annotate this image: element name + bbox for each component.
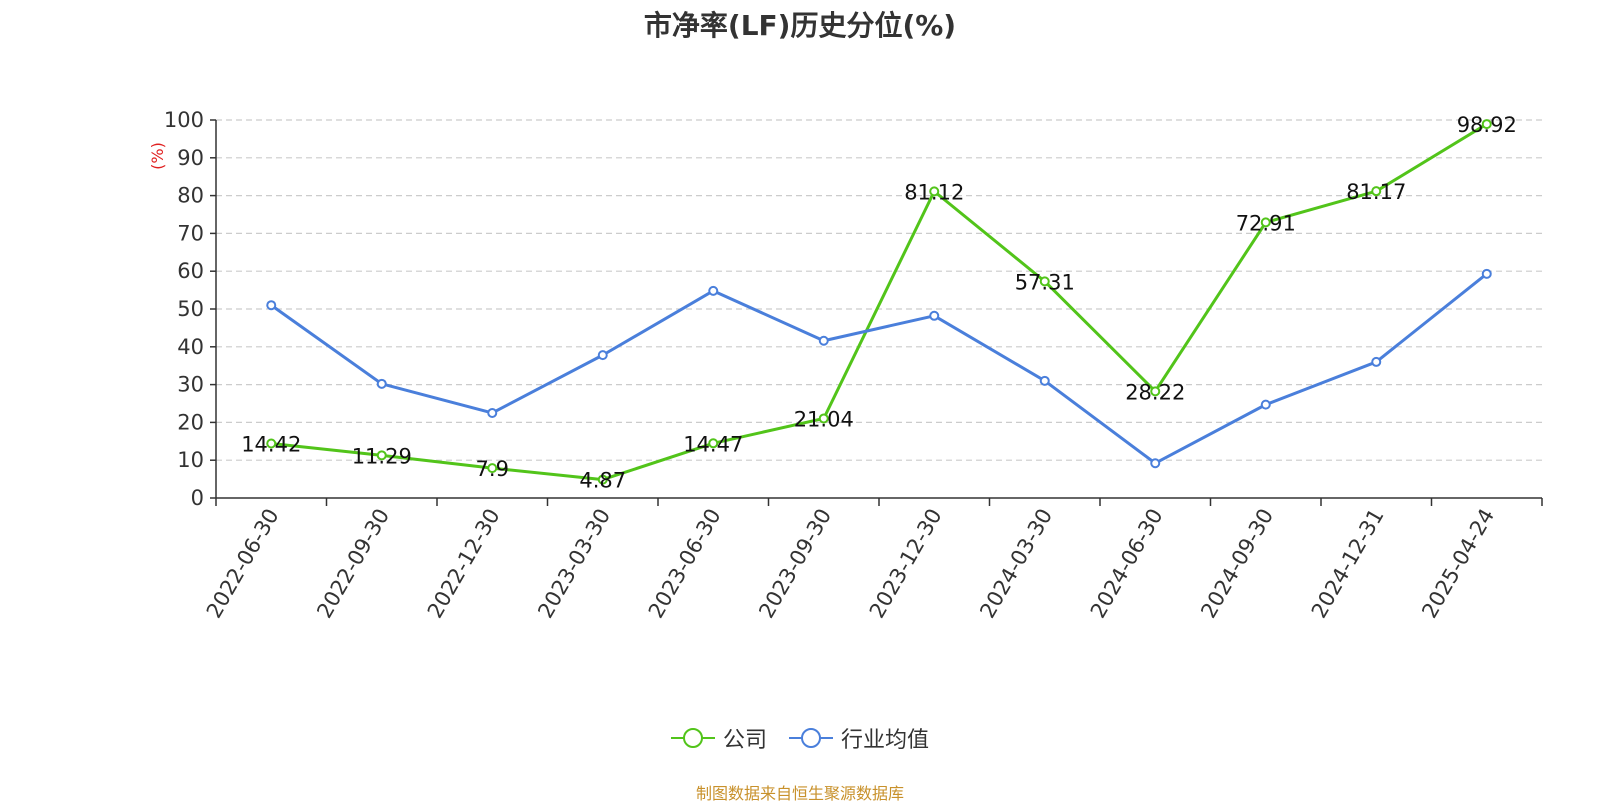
y-tick-label: 20 <box>177 410 204 434</box>
data-point <box>1260 217 1271 228</box>
y-axis-title: (%) <box>148 142 167 170</box>
data-point <box>1039 375 1050 386</box>
data-label: 81.12 <box>904 180 964 204</box>
data-point <box>929 310 940 321</box>
series-lines <box>266 119 1492 485</box>
y-tick-label: 0 <box>191 486 204 510</box>
data-label: 4.87 <box>579 469 626 493</box>
data-point <box>487 407 498 418</box>
data-label: 98.92 <box>1457 113 1517 137</box>
x-tick-label: 2022-12-30 <box>423 505 505 623</box>
y-tick-label: 30 <box>177 373 204 397</box>
data-point <box>1150 458 1161 469</box>
x-tick-label: 2022-06-30 <box>202 505 284 623</box>
series-line-industry-average <box>270 272 1488 465</box>
x-tick-label: 2023-12-30 <box>865 505 947 623</box>
y-tick-label: 10 <box>177 448 204 472</box>
x-tick-label: 2023-03-30 <box>533 505 615 623</box>
y-tick-label: 60 <box>177 259 204 283</box>
legend-industry-label: 行业均值 <box>841 728 930 753</box>
y-tick-label: 40 <box>177 335 204 359</box>
source-note: 制图数据来自恒生聚源数据库 <box>695 784 904 803</box>
x-tick-label: 2024-06-30 <box>1086 505 1168 623</box>
y-tick-label: 50 <box>177 297 204 321</box>
data-point <box>487 463 498 474</box>
legend-industry-icon <box>789 728 833 748</box>
data-label: 14.47 <box>683 432 743 456</box>
data-label: 57.31 <box>1015 270 1075 294</box>
y-tick-label: 70 <box>177 221 204 245</box>
legend-company-icon <box>670 728 715 748</box>
data-point <box>1371 186 1382 197</box>
data-point <box>266 300 277 311</box>
data-point <box>1260 399 1271 410</box>
data-point <box>1150 386 1161 397</box>
data-point <box>1481 119 1492 130</box>
y-tick-label: 90 <box>177 146 204 170</box>
data-point <box>708 285 719 296</box>
data-point <box>597 350 608 361</box>
x-tick-label: 2025-04-24 <box>1417 505 1499 623</box>
x-tick-label: 2024-12-31 <box>1307 505 1389 623</box>
data-label: 11.29 <box>352 444 412 468</box>
data-labels: 14.42 11.29 7.9 4.87 14.47 21.04 81.12 57.31 28.… <box>241 113 1517 493</box>
x-tick-label: 2023-09-30 <box>754 505 836 623</box>
data-label: 28.22 <box>1125 380 1185 404</box>
data-point <box>708 438 719 449</box>
data-label: 14.42 <box>241 432 301 456</box>
data-point <box>1039 276 1050 287</box>
x-tick-label: 2024-09-30 <box>1196 505 1278 623</box>
legend-item-industry-average[interactable]: 行业均值 <box>789 722 929 754</box>
x-tick-label: 2023-06-30 <box>644 505 726 623</box>
series-line-company <box>271 122 1488 482</box>
data-label: 72.91 <box>1236 211 1296 235</box>
data-label: 21.04 <box>794 407 854 431</box>
data-point <box>818 335 829 346</box>
data-point <box>597 474 608 485</box>
y-tick-label: 100 <box>164 108 204 132</box>
data-label: 81.17 <box>1346 180 1406 204</box>
data-point <box>818 413 829 424</box>
grid-lines <box>216 119 1542 461</box>
data-point <box>929 186 940 197</box>
data-point <box>1481 268 1492 279</box>
data-label: 7.9 <box>476 457 509 481</box>
data-point <box>376 378 387 389</box>
data-point <box>266 438 277 449</box>
legend-item-company[interactable]: 公司 <box>670 722 767 754</box>
legend: 公司 行业均值 <box>0 722 1600 754</box>
chart-title: 市净率(LF)历史分位(%) <box>643 9 957 42</box>
y-tick-label: 80 <box>177 184 204 208</box>
legend-company-label: 公司 <box>722 728 767 753</box>
data-point <box>376 450 387 461</box>
x-tick-label: 2024-03-30 <box>975 505 1057 623</box>
data-point <box>1371 356 1382 367</box>
x-tick-label: 2022-09-30 <box>312 505 394 623</box>
